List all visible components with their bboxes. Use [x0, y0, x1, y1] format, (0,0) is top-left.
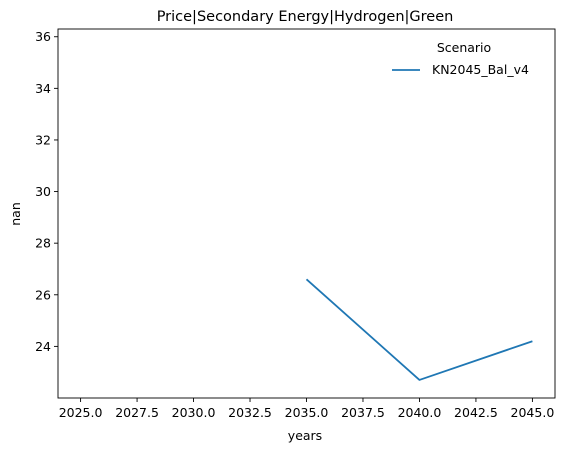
y-axis: 24 26 28 30 32 34 36 [35, 29, 58, 354]
x-axis: 2025.0 2027.5 2030.0 2032.5 2035.0 2037.5 2040… [59, 398, 555, 420]
x-tick-label: 2042.5 [454, 405, 498, 420]
legend: Scenario KN2045_Bal_v4 [392, 40, 529, 77]
y-axis-label: nan [8, 202, 23, 226]
legend-entry-kn2045-bal-v4: KN2045_Bal_v4 [432, 62, 529, 77]
x-tick-label: 2027.5 [115, 405, 159, 420]
axes-frame [57, 28, 556, 399]
x-axis-label: years [288, 428, 322, 443]
series-line-kn2045-bal-v4 [305, 278, 533, 381]
series-layer [305, 278, 533, 381]
y-tick-label: 26 [35, 287, 51, 302]
legend-title: Scenario [437, 40, 491, 55]
y-tick-label: 32 [35, 132, 51, 147]
x-tick-label: 2035.0 [285, 405, 329, 420]
plot-area [57, 28, 556, 399]
x-tick-label: 2030.0 [172, 405, 216, 420]
x-tick-label: 2045.0 [511, 405, 555, 420]
x-tick-label: 2032.5 [228, 405, 272, 420]
x-tick-label: 2025.0 [59, 405, 103, 420]
y-tick-label: 30 [35, 184, 51, 199]
y-tick-label: 28 [35, 236, 51, 251]
x-tick-label: 2037.5 [341, 405, 385, 420]
y-tick-label: 24 [35, 339, 51, 354]
y-tick-label: 36 [35, 29, 51, 44]
y-tick-label: 34 [35, 81, 51, 96]
chart-title: Price|Secondary Energy|Hydrogen|Green [157, 9, 454, 25]
x-tick-label: 2040.0 [398, 405, 442, 420]
